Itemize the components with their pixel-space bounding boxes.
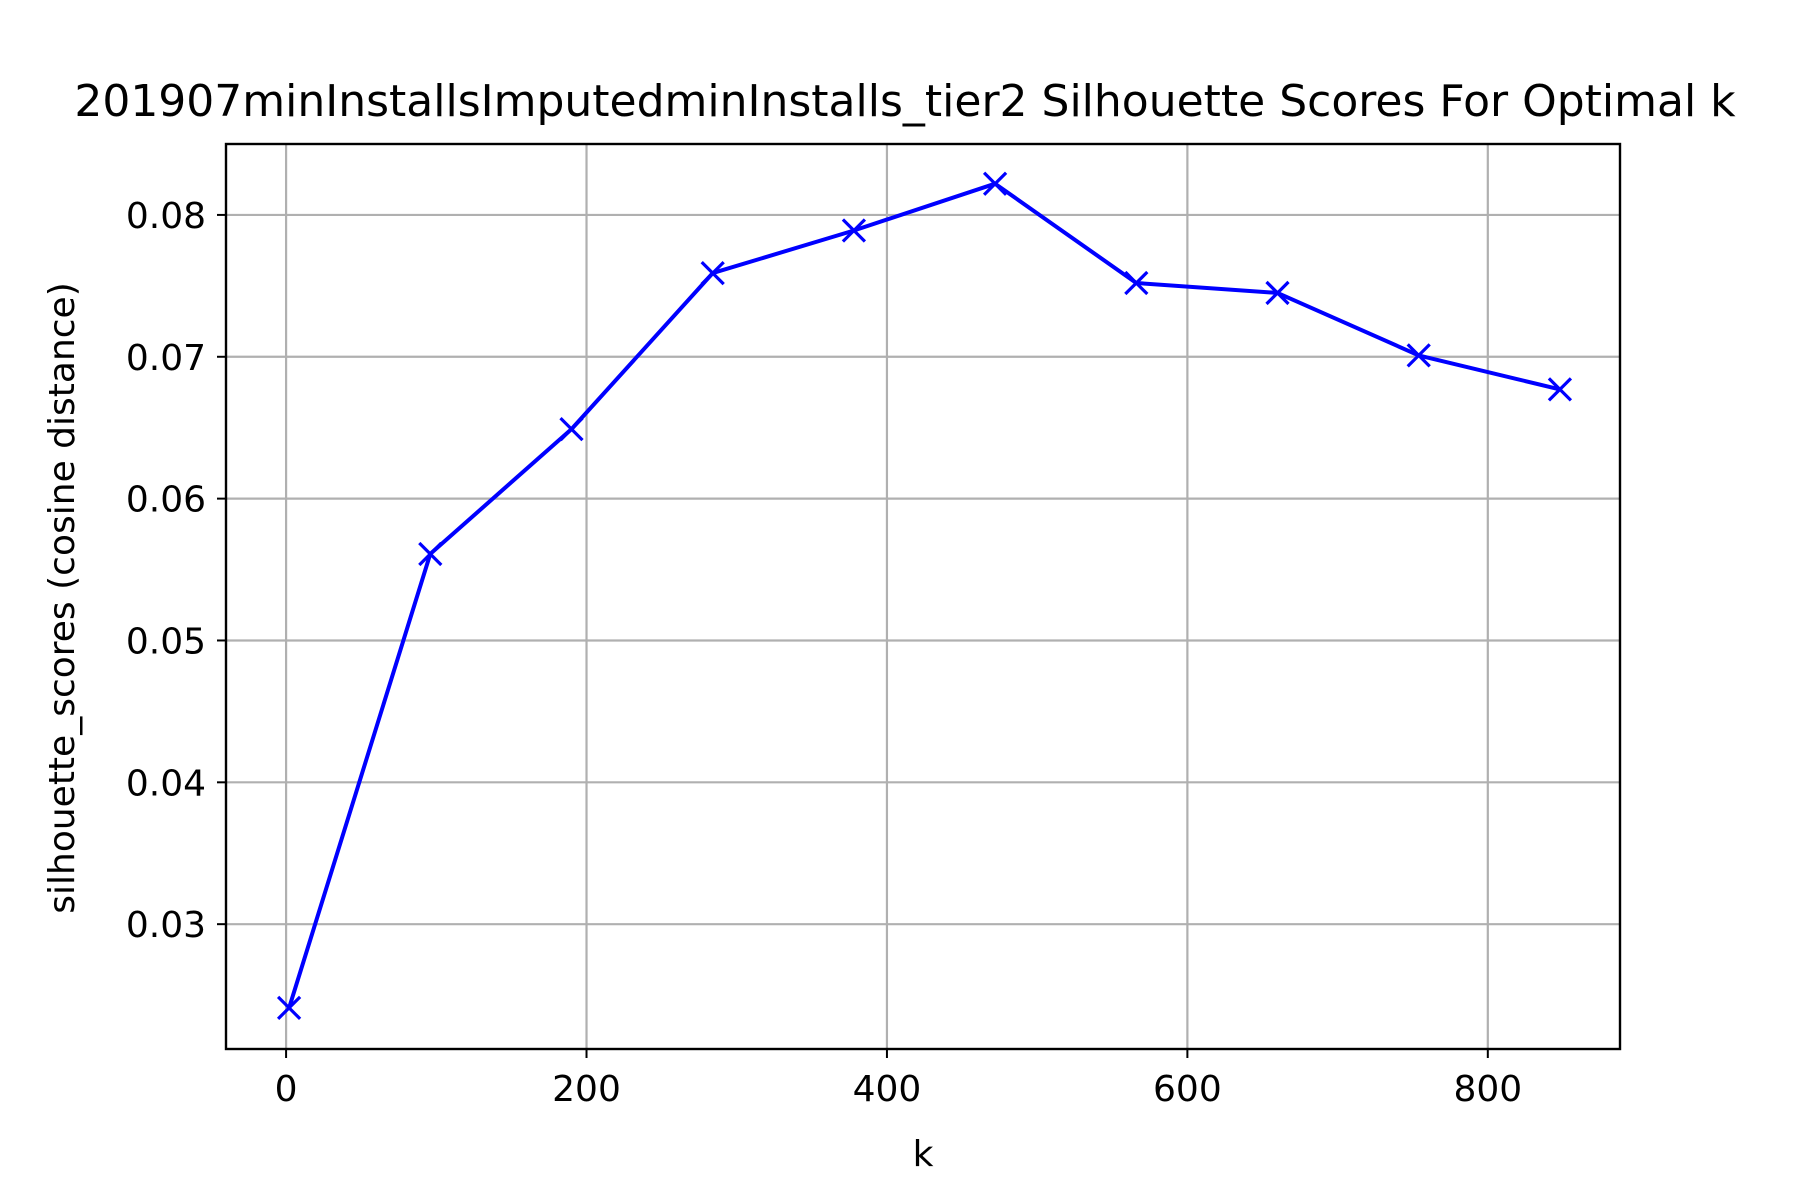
- data-point-marker: [841, 218, 867, 243]
- marker-stroke: [1265, 280, 1290, 306]
- marker-stroke: [982, 171, 1008, 196]
- marker-stroke: [418, 541, 443, 567]
- data-point-marker: [276, 995, 302, 1020]
- y-axis-label: silhouette_scores (cosine distance): [42, 282, 83, 914]
- data-point-marker: [559, 416, 584, 442]
- plot-frame: [224, 142, 1622, 1051]
- x-tick-label: 400: [853, 1069, 922, 1110]
- data-point-marker: [982, 171, 1008, 196]
- data-point-marker: [418, 541, 443, 567]
- x-tick-label: 800: [1453, 1069, 1522, 1110]
- marker-stroke: [1406, 343, 1431, 368]
- y-tick-label: 0.06: [126, 480, 206, 521]
- data-point-marker: [1406, 343, 1431, 368]
- axis-ticks: 0 200 400 600 800 0.03 0.04 0.05 0.06 0.07 0.08: [126, 196, 1522, 1110]
- marker-stroke: [700, 260, 725, 286]
- data-point-marker: [1547, 377, 1573, 402]
- marker-stroke: [559, 416, 584, 442]
- marker-stroke: [1547, 377, 1573, 402]
- y-tick-label: 0.04: [126, 763, 206, 804]
- x-tick-label: 0: [275, 1069, 298, 1110]
- y-tick-label: 0.05: [126, 621, 206, 662]
- x-axis-label: k: [913, 1134, 934, 1175]
- y-tick-label: 0.03: [126, 905, 206, 946]
- data-point-marker: [700, 260, 725, 286]
- data-point-marker: [1124, 270, 1149, 296]
- marker-stroke: [841, 218, 867, 243]
- x-tick-label: 200: [552, 1069, 621, 1110]
- y-tick-label: 0.08: [126, 196, 206, 237]
- marker-stroke: [276, 995, 302, 1020]
- marker-stroke: [1124, 270, 1149, 296]
- gridlines: [226, 144, 1620, 1049]
- y-tick-label: 0.07: [126, 338, 206, 379]
- series: [276, 171, 1573, 1020]
- series-line: [287, 181, 1561, 1009]
- data-point-marker: [1265, 280, 1290, 306]
- x-tick-label: 600: [1153, 1069, 1222, 1110]
- chart-title: 201907minInstallsImputedminInstalls_tier…: [74, 76, 1736, 127]
